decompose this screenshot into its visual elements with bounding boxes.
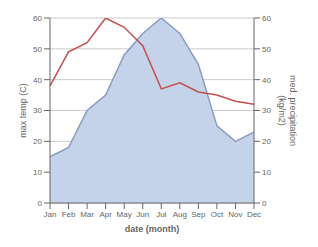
svg-text:60: 60 (262, 14, 271, 23)
svg-text:Oct: Oct (211, 210, 224, 219)
svg-text:Jan: Jan (44, 210, 57, 219)
svg-text:30: 30 (33, 106, 42, 115)
svg-text:Nov: Nov (228, 210, 242, 219)
svg-text:20: 20 (262, 137, 271, 146)
svg-text:med. precipitation(kg/m2): med. precipitation(kg/m2) (277, 75, 298, 146)
svg-text:Apr: Apr (99, 210, 112, 219)
svg-text:May: May (117, 210, 132, 219)
svg-text:date (month): date (month) (125, 224, 180, 234)
svg-text:60: 60 (33, 14, 42, 23)
svg-text:max temp (C): max temp (C) (18, 83, 28, 138)
svg-text:10: 10 (33, 168, 42, 177)
svg-text:10: 10 (262, 168, 271, 177)
svg-text:Mar: Mar (80, 210, 94, 219)
svg-text:0: 0 (38, 199, 43, 208)
svg-text:30: 30 (262, 106, 271, 115)
svg-text:50: 50 (262, 45, 271, 54)
svg-text:Aug: Aug (173, 210, 187, 219)
svg-text:Jun: Jun (136, 210, 149, 219)
svg-text:Dec: Dec (247, 210, 261, 219)
svg-text:40: 40 (33, 76, 42, 85)
svg-text:Feb: Feb (62, 210, 76, 219)
svg-text:Jul: Jul (156, 210, 166, 219)
svg-text:40: 40 (262, 76, 271, 85)
svg-text:Sep: Sep (191, 210, 206, 219)
svg-text:50: 50 (33, 45, 42, 54)
svg-text:20: 20 (33, 137, 42, 146)
svg-text:0: 0 (262, 199, 267, 208)
